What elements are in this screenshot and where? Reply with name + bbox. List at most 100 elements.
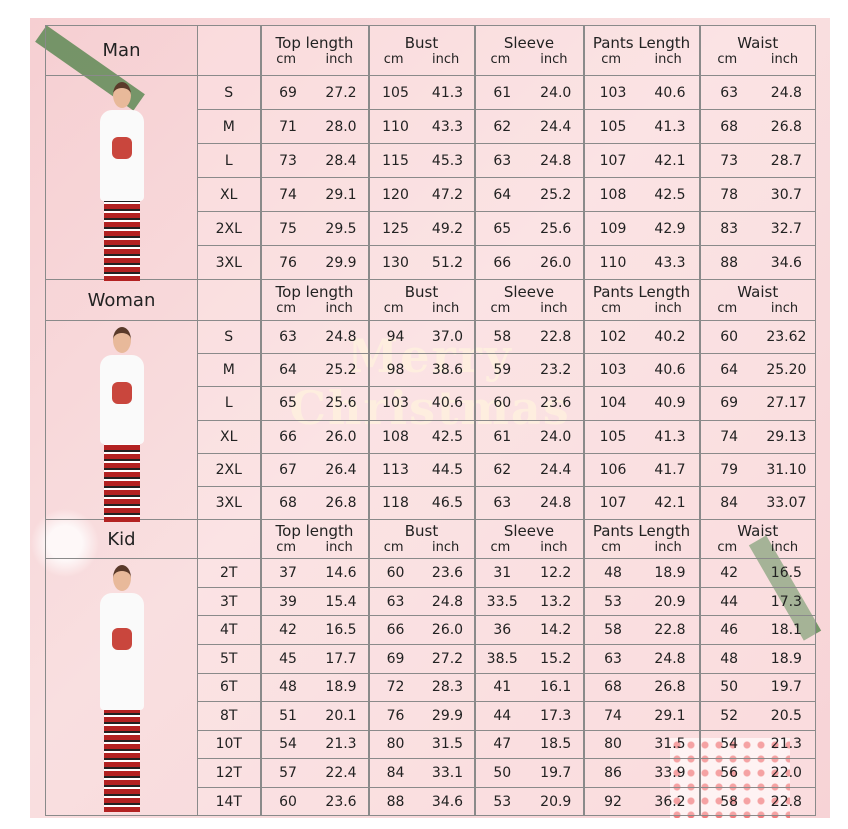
measurement-values: 76 29.9 [370,708,474,724]
column-header-bust: Bust cm inch [367,25,475,76]
unit-labels: cm inch [476,540,583,555]
value-cm: 69 [386,650,405,667]
value-cm: 103 [599,362,627,379]
value-inch: 29.1 [325,186,357,203]
value-inch: 24.4 [540,461,572,478]
column-header-title: Bust [404,522,439,541]
measurement-values: 65 25.6 [476,221,583,237]
measurement-cell: 75 29.5 [259,211,369,246]
column-header-title: Waist [737,33,779,52]
value-cm: 125 [382,220,409,237]
table-row: S 63 24.8 94 37.0 58 22.8 102 40.2 60 23.62 [45,319,816,522]
value-inch: 15.4 [325,593,357,610]
value-inch: 26.0 [431,622,464,639]
measurement-values: 52 20.5 [701,708,816,724]
measurement-cell: 60 23.6 [473,386,584,421]
measurement-values: 67 26.4 [262,462,368,478]
size-cell: S [197,319,261,355]
measurement-values: 48 18.9 [701,651,816,667]
value-inch: 47.2 [431,186,464,203]
unit-label-cm: cm [383,301,404,316]
value-cm: 118 [382,495,409,512]
value-inch: 17.3 [540,707,572,724]
measurement-values: 84 33.1 [370,765,474,781]
value-inch: 23.62 [766,329,807,346]
value-cm: 63 [386,593,405,610]
value-cm: 73 [720,152,739,169]
measurement-cell: 69 27.17 [698,386,816,421]
value-inch: 34.6 [431,793,464,810]
measurement-values: 113 44.5 [370,462,474,478]
measurement-cell: 73 28.4 [259,143,369,178]
value-cm: 60 [720,329,739,346]
size-cell: XL [197,177,261,212]
measurement-values: 68 26.8 [585,679,699,695]
measurement-values: 108 42.5 [370,429,474,445]
measurement-cell: 69 27.2 [259,75,369,110]
value-cm: 103 [599,84,627,101]
table-row: 3T 39 15.4 63 24.8 33.5 13.2 53 20.9 44 17.3 [46,586,816,617]
measurement-values: 50 19.7 [701,679,816,695]
table-row: 2T 37 14.6 60 23.6 31 12.2 48 18.9 42 16.5 [45,558,816,817]
value-inch: 42.1 [654,152,686,169]
measurement-cell: 61 24.0 [473,419,584,454]
measurement-values: 60 23.62 [701,329,816,345]
measurement-values: 105 41.3 [585,119,699,135]
value-cm: 80 [386,736,405,753]
measurement-cell: 88 34.6 [367,786,475,817]
size-cell: 2T [197,558,261,588]
measurement-cell: 41 16.1 [473,672,584,703]
value-cm: 37 [279,564,297,581]
person-illustration [99,565,144,813]
measurement-cell: 63 24.8 [367,586,475,617]
size-cell: M [197,109,261,144]
value-inch: 34.6 [770,254,802,271]
measurement-values: 72 28.3 [370,679,474,695]
value-inch: 28.4 [325,152,357,169]
value-cm: 58 [604,622,622,639]
measurement-values: 63 24.8 [476,495,583,511]
measurement-values: 84 33.07 [701,495,816,511]
size-cell: 14T [197,786,261,817]
measurement-values: 130 51.2 [370,255,474,271]
value-cm: 53 [493,793,512,810]
measurement-cell: 115 45.3 [367,143,475,178]
measurement-cell: 64 25.20 [698,353,816,388]
value-cm: 59 [493,362,512,379]
measurement-cell: 110 43.3 [582,245,700,280]
measurement-values: 94 37.0 [370,329,474,345]
plaid-pants-icon [103,443,140,522]
value-cm: 61 [493,84,512,101]
unit-labels: cm inch [701,52,816,67]
value-inch: 29.13 [766,428,807,445]
value-cm: 103 [382,395,409,412]
column-header-title: Waist [737,522,779,541]
measurement-cell: 33.5 13.2 [473,586,584,617]
value-inch: 33.1 [431,765,464,782]
unit-labels: cm inch [701,301,816,316]
measurement-values: 44 17.3 [476,708,583,724]
value-inch: 23.6 [325,793,357,810]
table-row: 3XL 68 26.8 118 46.5 63 24.8 107 42.1 84 33.07 [46,485,816,521]
measurement-values: 80 31.5 [585,736,699,752]
value-inch: 40.6 [654,84,686,101]
measurement-cell: 107 42.1 [582,485,700,521]
value-cm: 88 [386,793,405,810]
measurement-cell: 74 29.1 [259,177,369,212]
measurement-cell: 63 24.8 [259,319,369,355]
value-inch: 42.1 [654,495,686,512]
measurement-values: 75 29.5 [262,221,368,237]
value-inch: 42.9 [654,220,686,237]
value-cm: 104 [599,395,627,412]
value-inch: 20.1 [325,707,357,724]
value-inch: 24.8 [540,495,572,512]
value-cm: 66 [279,428,297,445]
measurement-cell: 66 26.0 [367,615,475,645]
value-cm: 33.5 [486,593,518,610]
table-row: 5T 45 17.7 69 27.2 38.5 15.2 63 24.8 48 18.9 [46,643,816,674]
value-inch: 19.7 [770,679,802,696]
value-cm: 50 [720,679,739,696]
value-inch: 29.5 [325,220,357,237]
measurement-values: 80 31.5 [370,736,474,752]
unit-labels: cm inch [262,301,368,316]
